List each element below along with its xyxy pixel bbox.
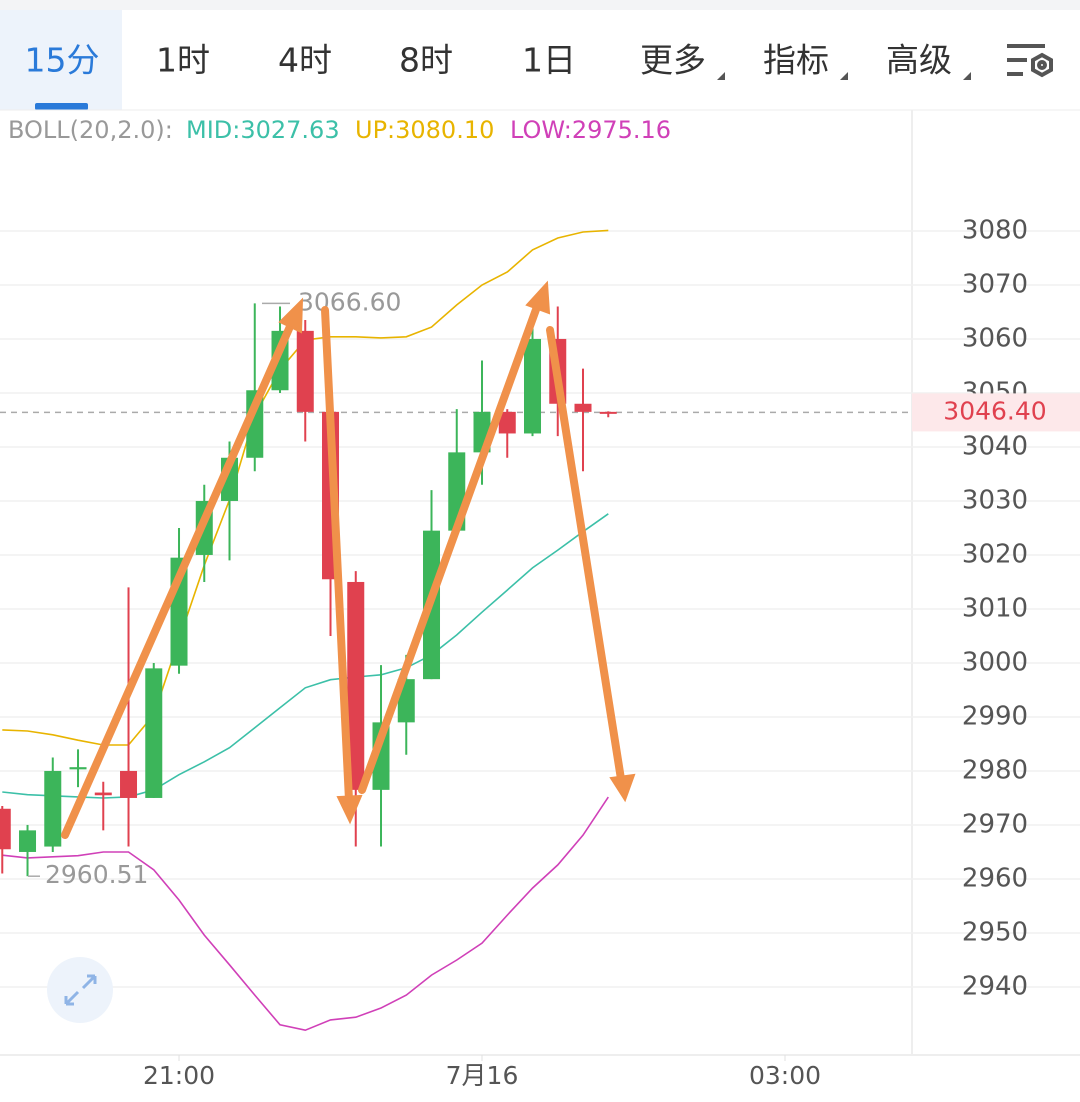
low-marker-label: 2960.51 xyxy=(45,860,148,889)
candle-body xyxy=(296,330,314,412)
y-tick-label: 2950 xyxy=(962,917,1028,947)
y-tick-label: 3030 xyxy=(962,485,1028,515)
high-marker-label: 3066.60 xyxy=(298,287,401,316)
status-strip xyxy=(0,0,1080,10)
tab[interactable]: 高级 xyxy=(886,41,952,80)
y-tick-label: 2970 xyxy=(962,809,1028,839)
tab[interactable]: 更多 xyxy=(640,41,706,80)
dropdown-caret xyxy=(963,72,971,80)
candle-body xyxy=(94,792,112,796)
tab-bar: 15分 1时 4时 8时 1日 更多 指标 高级 xyxy=(25,41,971,80)
candle-body xyxy=(69,767,87,770)
legend-item: LOW:2975.16 xyxy=(510,116,671,144)
y-tick-label: 3080 xyxy=(962,215,1028,245)
trend-arrows xyxy=(61,280,636,839)
active-tab-indicator xyxy=(35,103,88,110)
candle-body xyxy=(599,411,617,414)
tab[interactable]: 4时 xyxy=(278,41,332,80)
y-tick-label: 3010 xyxy=(962,593,1028,623)
dropdown-caret xyxy=(840,72,848,80)
candle-body xyxy=(145,668,163,798)
expand-button[interactable] xyxy=(47,957,113,1023)
candle-body xyxy=(347,581,365,790)
y-tick-label: 3020 xyxy=(962,539,1028,569)
y-tick-label: 3070 xyxy=(962,269,1028,299)
x-tick-label: 03:00 xyxy=(749,1061,821,1090)
candle-body xyxy=(19,830,37,852)
candle-body xyxy=(574,403,592,412)
y-tick-label: 2940 xyxy=(962,971,1028,1001)
tab[interactable]: 8时 xyxy=(399,41,453,80)
legend-item: BOLL(20,2.0): xyxy=(8,116,173,144)
candle-body xyxy=(120,770,138,798)
tab[interactable]: 1时 xyxy=(156,41,210,80)
legend-item: MID:3027.63 xyxy=(186,116,340,144)
y-tick-label: 3060 xyxy=(962,323,1028,353)
y-tick-label: 2960 xyxy=(962,863,1028,893)
candle-body xyxy=(498,411,516,434)
candle-body xyxy=(0,808,11,850)
last-price-box xyxy=(912,393,1080,432)
candle-body xyxy=(524,338,542,434)
y-tick-label: 3000 xyxy=(962,647,1028,677)
y-tick-label: 3040 xyxy=(962,431,1028,461)
x-tick-label: 7月16 xyxy=(446,1061,519,1090)
x-tick-label: 21:00 xyxy=(143,1061,215,1090)
y-tick-label: 2990 xyxy=(962,701,1028,731)
active-tab-bg xyxy=(0,10,122,110)
y-tick-label: 2980 xyxy=(962,755,1028,785)
last-price-label: 3046.40 xyxy=(943,396,1046,425)
band-line xyxy=(2,796,609,1032)
settings-icon[interactable] xyxy=(1007,44,1053,78)
tab[interactable]: 15分 xyxy=(25,41,100,80)
legend-item: UP:3080.10 xyxy=(355,116,494,144)
tab[interactable]: 1日 xyxy=(522,41,576,80)
dropdown-caret xyxy=(717,72,725,80)
tab[interactable]: 指标 xyxy=(763,41,829,80)
candle-body xyxy=(44,770,62,847)
